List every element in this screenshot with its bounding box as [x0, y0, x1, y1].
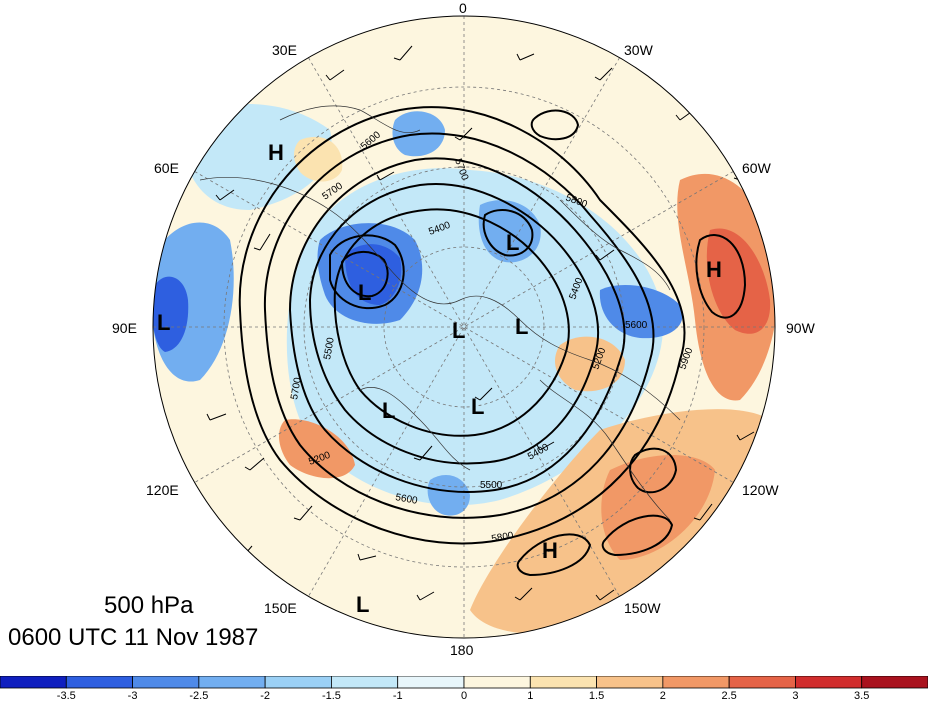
low-center-central-asia: L — [358, 280, 371, 305]
colorbar-swatch — [596, 676, 664, 689]
colorbar-tick-label: -2.5 — [189, 690, 209, 702]
colorbar-tick-label: -1 — [392, 690, 403, 702]
colorbar-tick-label: -3.5 — [56, 690, 76, 702]
positive-anomaly-china — [278, 419, 355, 479]
colorbar-swatch — [132, 676, 200, 689]
colorbar-tick-label: 3 — [792, 690, 799, 702]
lon-label-0: 0 — [459, 0, 467, 16]
low-center-greenland: L — [506, 230, 519, 255]
colorbar-swatch — [397, 676, 465, 689]
lon-label-120w: 120W — [742, 482, 779, 498]
low-center-arctic: L — [452, 318, 465, 343]
lon-label-120e: 120E — [146, 482, 179, 498]
positive-anomaly-north-atlantic-core — [706, 228, 771, 334]
low-center-canada: L — [515, 314, 528, 339]
colorbar-swatch — [662, 676, 730, 689]
colorbar-swatch — [0, 676, 67, 689]
high-center-north-pacific: H — [542, 538, 558, 563]
low-center-india: L — [157, 310, 170, 335]
contour-label: 5700 — [289, 376, 304, 400]
colorbar-swatch — [861, 676, 928, 689]
colorbar — [0, 676, 928, 689]
colorbar-tick-label: -2 — [260, 690, 271, 702]
contour-label: 5500 — [480, 480, 503, 491]
lon-label-60w: 60W — [742, 160, 771, 176]
colorbar-swatch — [795, 676, 863, 689]
level-caption: 500 hPa — [104, 592, 194, 619]
negative-anomaly-canada — [599, 285, 683, 339]
lon-label-30e: 30E — [272, 42, 297, 58]
colorbar-swatch — [728, 676, 796, 689]
lon-label-90w: 90W — [786, 320, 815, 336]
pressure-center-labels: H H H L L L L L L L L — [157, 140, 722, 617]
lon-label-150w: 150W — [624, 600, 661, 616]
colorbar-swatch — [463, 676, 531, 689]
time-caption: 0600 UTC 11 Nov 1987 — [8, 624, 259, 651]
colorbar-swatch — [198, 676, 266, 689]
coastlines — [199, 105, 681, 521]
low-center-pacific: L — [356, 592, 369, 617]
positive-anomaly-north-america — [555, 336, 625, 392]
colorbar-tick-label: 1.5 — [588, 690, 605, 702]
colorbar-tick-label: 1 — [527, 690, 534, 702]
contour-label: 5600 — [394, 492, 418, 507]
high-center-north-america-east: H — [706, 257, 722, 282]
colorbar-tick-label: -1.5 — [321, 690, 341, 702]
colorbar-swatch — [529, 676, 597, 689]
low-center-siberia: L — [382, 398, 395, 423]
colorbar-tick-label: -3 — [127, 690, 138, 702]
contour-label: 5500 — [322, 336, 337, 360]
negative-anomaly-arctic — [478, 200, 541, 263]
lon-label-150e: 150E — [264, 600, 297, 616]
colorbar-swatch — [65, 676, 133, 689]
colorbar-swatch — [264, 676, 332, 689]
lon-label-30w: 30W — [624, 42, 653, 58]
colorbar-tick-label: 2 — [659, 690, 666, 702]
high-center-east-europe: H — [268, 140, 284, 165]
colorbar-tick-label: 3.5 — [854, 690, 870, 702]
colorbar-swatch — [331, 676, 399, 689]
lon-label-90e: 90E — [112, 320, 137, 336]
polar-stereographic-map: 5600 5700 5800 5400 5400 5600 5200 5900 … — [152, 15, 776, 639]
low-center-east-siberia: L — [471, 394, 484, 419]
contour-label: 5800 — [491, 530, 515, 545]
negative-anomaly-asia-core — [153, 276, 189, 352]
colorbar-tick-label: 0 — [460, 690, 468, 702]
colorbar-tick-label: 2.5 — [721, 690, 737, 702]
lon-label-180: 180 — [450, 642, 474, 658]
contour-label: 5600 — [625, 320, 648, 331]
map-boundary — [152, 15, 776, 639]
lon-label-60e: 60E — [154, 160, 179, 176]
